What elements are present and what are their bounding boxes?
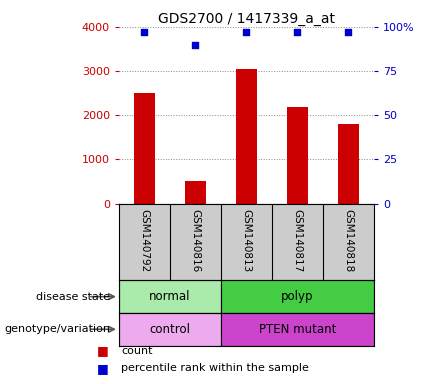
- Text: polyp: polyp: [281, 290, 314, 303]
- Point: [345, 29, 352, 35]
- Text: GSM140813: GSM140813: [242, 209, 251, 272]
- Bar: [119, 280, 221, 313]
- Text: genotype/variation: genotype/variation: [4, 324, 110, 334]
- Bar: [134, 93, 154, 204]
- Text: normal: normal: [149, 290, 191, 303]
- Bar: [221, 313, 374, 346]
- Text: percentile rank within the sample: percentile rank within the sample: [121, 363, 309, 373]
- Text: GSM140817: GSM140817: [293, 209, 302, 272]
- Text: count: count: [121, 346, 153, 356]
- Point: [243, 29, 250, 35]
- Text: ■: ■: [97, 362, 109, 374]
- Text: ■: ■: [97, 344, 109, 357]
- Bar: [236, 69, 257, 204]
- Bar: [221, 280, 374, 313]
- Bar: [338, 124, 359, 204]
- Text: GSM140818: GSM140818: [344, 209, 353, 272]
- Point: [141, 29, 148, 35]
- Title: GDS2700 / 1417339_a_at: GDS2700 / 1417339_a_at: [158, 12, 335, 26]
- Bar: [185, 180, 205, 204]
- Point: [192, 41, 199, 48]
- Text: GSM140816: GSM140816: [191, 209, 200, 272]
- Text: PTEN mutant: PTEN mutant: [259, 323, 336, 336]
- Point: [294, 29, 301, 35]
- Bar: [119, 313, 221, 346]
- Text: control: control: [149, 323, 191, 336]
- Text: disease state: disease state: [36, 291, 110, 302]
- Text: GSM140792: GSM140792: [139, 209, 149, 272]
- Bar: [287, 107, 308, 204]
